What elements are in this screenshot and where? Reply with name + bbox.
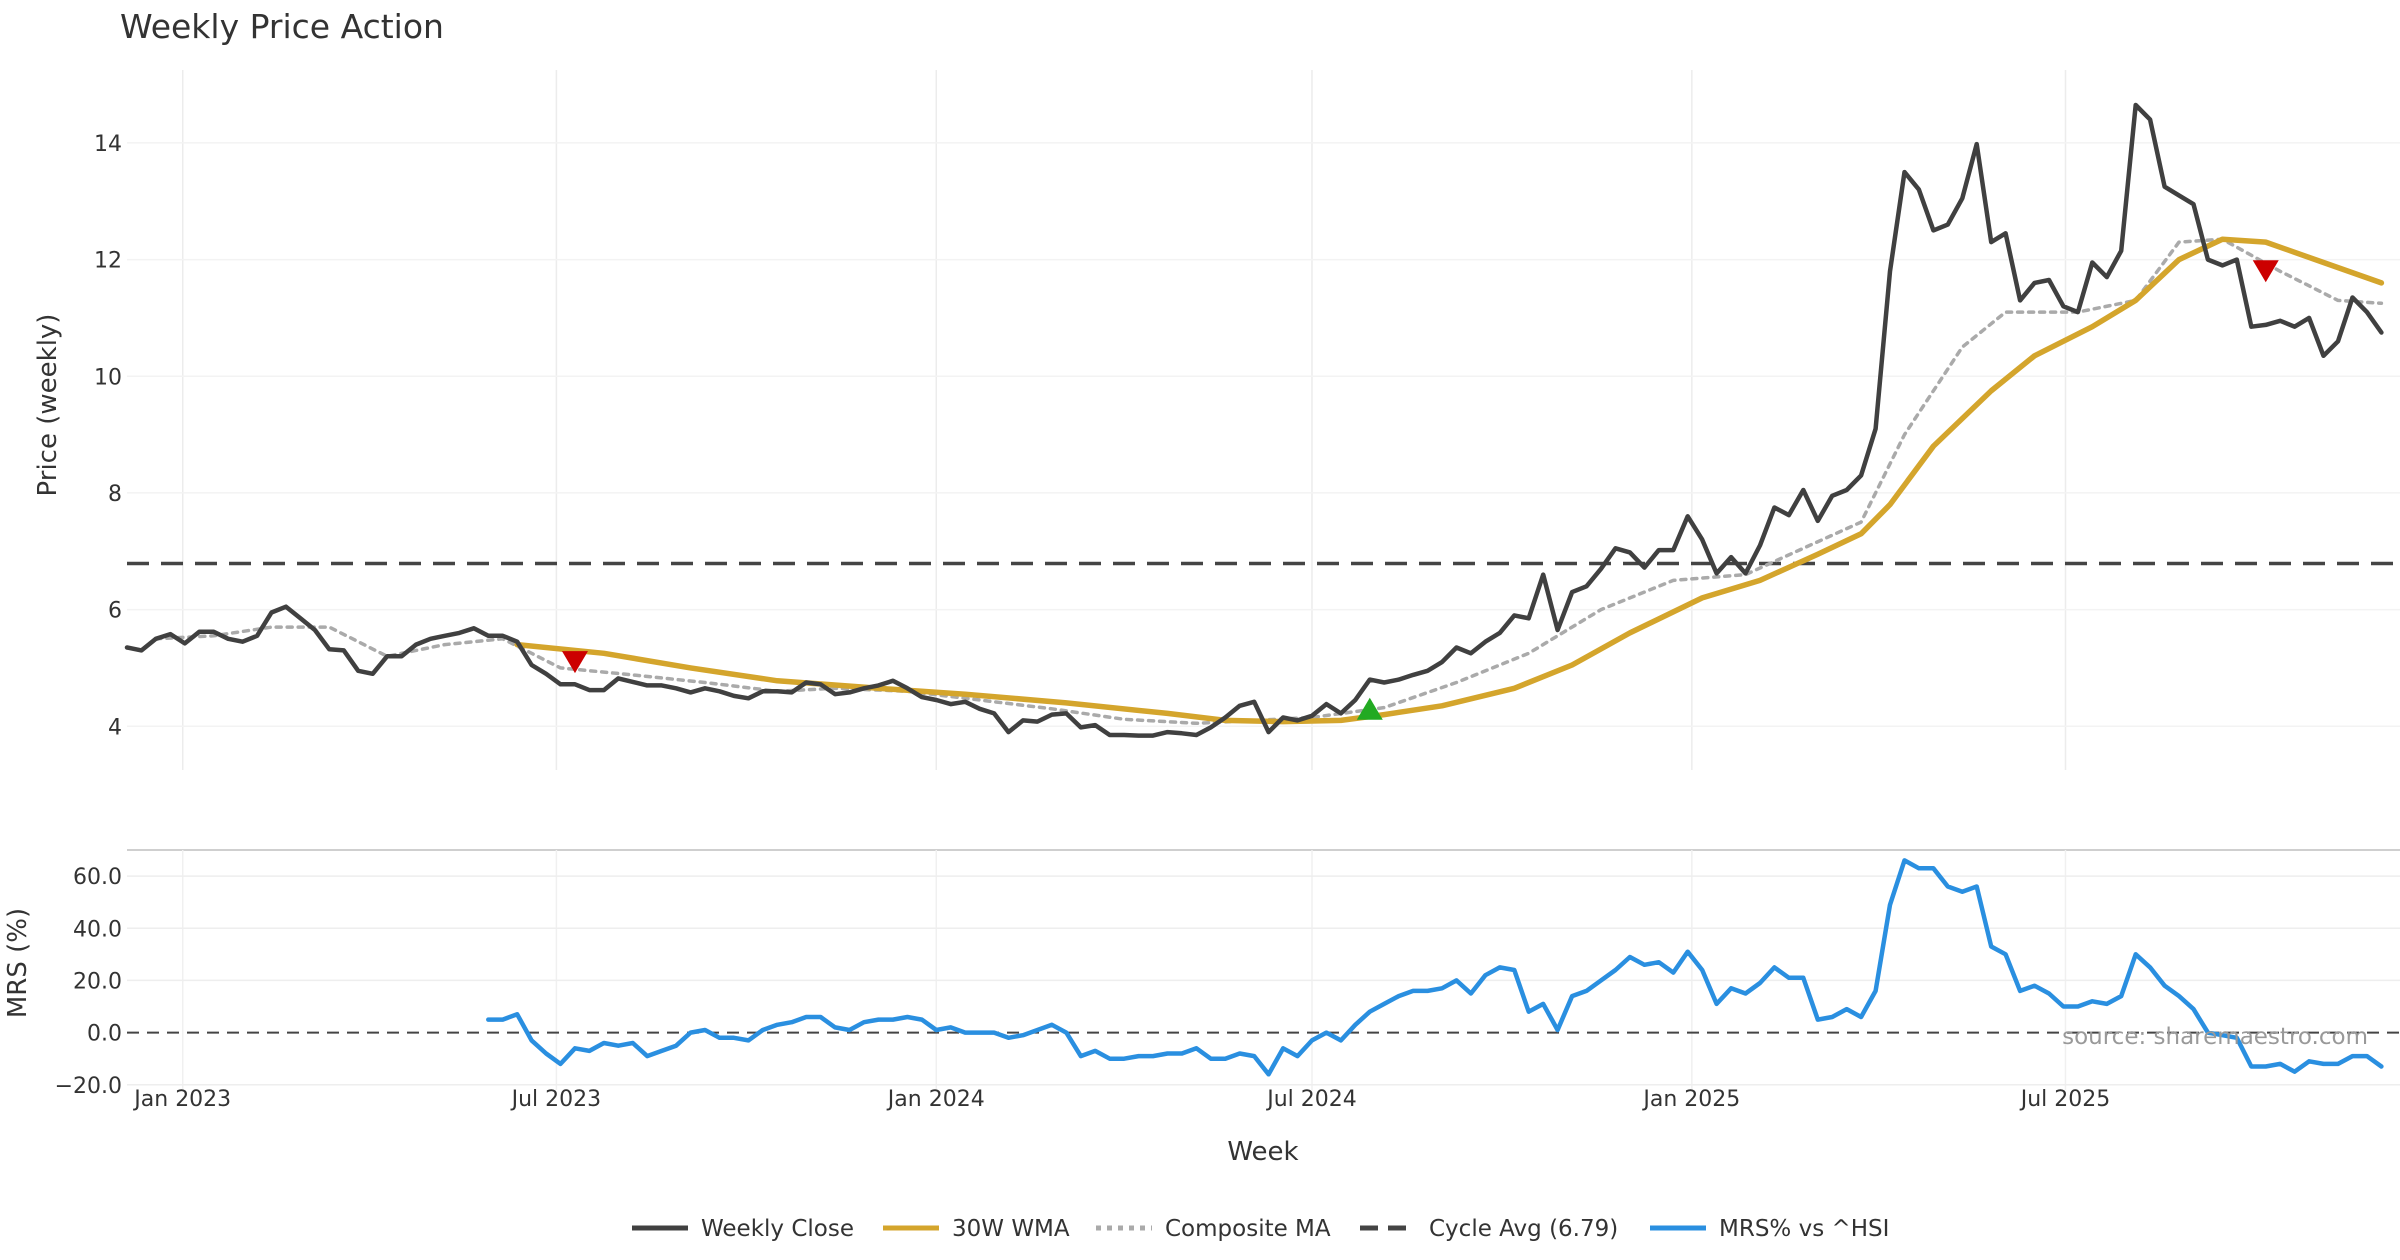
price-y-tick-label: 4 <box>108 715 122 740</box>
x-tick-label: Jan 2024 <box>886 1087 985 1112</box>
sell-signal-marker <box>561 651 588 674</box>
x-tick-label: Jul 2023 <box>510 1087 602 1112</box>
legend: Weekly Close 30W WMA Composite MA Cycle Avg… <box>632 1216 1889 1242</box>
legend-item: 30W WMA <box>883 1216 1070 1242</box>
signal-markers <box>561 260 2279 720</box>
price-y-ticks: 4 6 8 10 12 14 <box>94 132 122 740</box>
x-tick-label: Jan 2025 <box>1641 1087 1740 1112</box>
source-note: source: sharemaestro.com <box>2062 1024 2368 1050</box>
legend-item: Weekly Close <box>632 1216 854 1242</box>
mrs-y-ticks: −20.0 0.0 20.0 40.0 60.0 <box>55 865 122 1099</box>
legend-item: Composite MA <box>1096 1216 1331 1242</box>
legend-item: MRS% vs ^HSI <box>1650 1216 1889 1242</box>
sell-signal-marker <box>2252 260 2279 283</box>
price-y-axis-title: Price (weekly) <box>33 314 63 497</box>
x-tick-label: Jan 2023 <box>132 1087 231 1112</box>
price-y-tick-label: 10 <box>94 365 122 390</box>
price-series <box>124 102 2400 738</box>
chart-title: Weekly Price Action <box>120 7 444 46</box>
price-panel: 4 6 8 10 12 14 Price (weekly) <box>33 70 2400 770</box>
mrs-series <box>486 858 2384 1077</box>
mrs-y-tick-label: 60.0 <box>73 865 122 890</box>
x-axis-title: Week <box>1227 1137 1298 1167</box>
x-tick-label: Jul 2024 <box>1265 1087 1357 1112</box>
mrs-panel: −20.0 0.0 20.0 40.0 60.0 MRS (%) source: sha… <box>3 849 2400 1099</box>
price-y-tick-label: 8 <box>108 482 122 507</box>
price-y-tick-label: 12 <box>94 249 122 274</box>
legend-label: MRS% vs ^HSI <box>1719 1216 1889 1242</box>
legend-label: Cycle Avg (6.79) <box>1429 1216 1618 1242</box>
buy-signal-marker <box>1356 697 1383 720</box>
price-gridlines <box>127 70 2400 770</box>
legend-label: Weekly Close <box>701 1216 854 1242</box>
x-axis-ticks: Jan 2023 Jul 2023 Jan 2024 Jul 2024 Jan 2025… <box>132 1087 2110 1112</box>
mrs-y-axis-title: MRS (%) <box>3 908 33 1018</box>
series-line-mrs <box>486 858 2384 1077</box>
mrs-y-tick-label: −20.0 <box>55 1074 122 1099</box>
mrs-y-tick-label: 0.0 <box>87 1022 122 1047</box>
price-y-tick-label: 6 <box>108 599 122 624</box>
x-tick-label: Jul 2025 <box>2019 1087 2111 1112</box>
mrs-y-tick-label: 40.0 <box>73 917 122 942</box>
price-y-tick-label: 14 <box>94 132 122 157</box>
legend-label: 30W WMA <box>952 1216 1070 1242</box>
series-line-composite-ma <box>154 237 2384 726</box>
series-line-30w-wma <box>514 236 2385 725</box>
legend-item: Cycle Avg (6.79) <box>1360 1216 1618 1242</box>
series-line-weekly-close <box>124 102 2384 738</box>
mrs-gridlines <box>127 850 2400 1090</box>
mrs-y-tick-label: 20.0 <box>73 969 122 994</box>
legend-label: Composite MA <box>1165 1216 1331 1242</box>
